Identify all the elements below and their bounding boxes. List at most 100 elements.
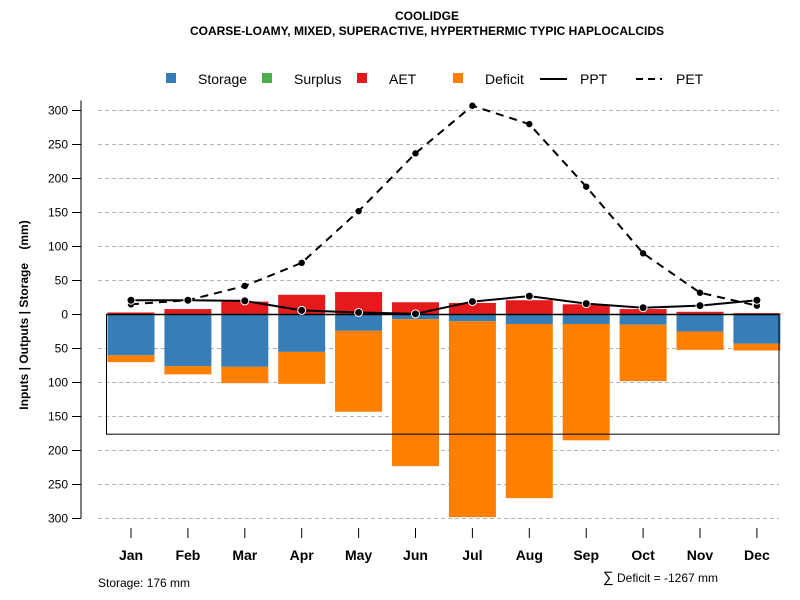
y-tick-label: 100	[48, 376, 68, 390]
y-tick-label: 250	[48, 138, 68, 152]
chart-subtitle: COARSE-LOAMY, MIXED, SUPERACTIVE, HYPERT…	[190, 24, 664, 38]
ppt-point	[354, 307, 364, 317]
pet-point	[298, 259, 305, 267]
deficit-bar	[733, 343, 781, 351]
month-label: Feb	[175, 547, 200, 563]
pet-line	[130, 104, 758, 307]
ppt-point	[752, 295, 762, 305]
aet-bar	[221, 301, 269, 315]
deficit-sum-symbol: ∑	[603, 569, 614, 586]
storage-bar	[619, 314, 667, 325]
y-tick-label: 150	[48, 410, 68, 424]
pet-point	[583, 183, 590, 190]
aet-bar	[107, 312, 155, 315]
pet-point	[469, 102, 476, 109]
chart-title: COOLIDGE	[395, 9, 459, 23]
aet-bar	[278, 294, 326, 315]
storage-bar	[733, 314, 781, 344]
pet-point	[639, 250, 647, 257]
pet-point	[355, 207, 362, 215]
storage-annotation: Storage: 176 mm	[98, 576, 190, 590]
aet-bar	[676, 311, 724, 315]
pet-point	[241, 282, 248, 290]
ppt-point	[183, 295, 193, 305]
aet-bar	[164, 309, 212, 315]
ppt-point	[126, 295, 136, 305]
y-axis-label: Inputs | Outputs | Storage (mm)	[17, 220, 31, 409]
storage-bar	[505, 314, 553, 325]
y-tick-label: 200	[48, 172, 68, 186]
ppt-line	[131, 295, 757, 315]
storage-bar	[221, 314, 269, 367]
month-label: Jan	[119, 547, 143, 563]
ppt-point	[524, 291, 534, 301]
legend-deficit-label: Deficit	[485, 71, 524, 87]
ppt-point	[297, 305, 307, 315]
storage-bar	[676, 314, 724, 332]
storage-bar	[448, 314, 496, 322]
storage-bar	[335, 314, 383, 331]
month-label: Aug	[516, 547, 543, 563]
legend-surplus-swatch	[262, 73, 272, 83]
storage-bar	[562, 314, 610, 325]
bars	[107, 292, 781, 518]
deficit-bar	[164, 366, 212, 375]
aet-bar	[505, 300, 553, 315]
deficit-sum-annotation: Deficit = -1267 mm	[617, 571, 718, 585]
storage-capacity-box	[106, 314, 780, 435]
legend-aet-swatch	[357, 73, 367, 83]
legend-storage-swatch	[166, 73, 176, 83]
storage-bar	[107, 314, 155, 356]
legend-aet-label: AET	[389, 71, 417, 87]
deficit-bar	[392, 319, 439, 467]
deficit-bar	[505, 324, 553, 499]
legend-pet-label: PET	[676, 71, 704, 87]
reference-lines	[106, 313, 780, 435]
month-label: Dec	[744, 547, 770, 563]
month-label: Sep	[573, 547, 599, 563]
deficit-bar	[221, 366, 269, 384]
y-tick-label: 300	[48, 512, 68, 526]
ppt-point	[638, 303, 648, 313]
pet-point	[412, 150, 419, 157]
month-label: Mar	[232, 547, 257, 563]
legend-ppt-label: PPT	[580, 71, 608, 87]
legend-surplus-label: Surplus	[294, 71, 341, 87]
legend-deficit-swatch	[453, 73, 463, 83]
y-tick-label: 100	[48, 240, 68, 254]
aet-bar	[562, 304, 610, 315]
y-tick-label: 250	[48, 478, 68, 492]
y-tick-label: 150	[48, 206, 68, 220]
aet-bar	[335, 292, 383, 315]
y-tick-label: 0	[61, 308, 68, 322]
legend-storage-label: Storage	[198, 71, 247, 87]
ppt-point	[581, 299, 591, 309]
deficit-bar	[619, 324, 667, 382]
deficit-bar	[562, 324, 610, 441]
ppt-point	[240, 296, 250, 306]
deficit-bar	[278, 351, 326, 384]
month-label: May	[345, 547, 372, 563]
ppt-point	[467, 297, 477, 307]
legend: Storage Surplus AET Deficit PPT PET	[166, 71, 704, 87]
y-tick-label: 50	[55, 274, 69, 288]
deficit-bar	[107, 355, 155, 363]
month-label: Jul	[462, 547, 482, 563]
storage-bar	[164, 314, 212, 367]
ppt-point	[411, 309, 420, 319]
month-label: Apr	[290, 547, 315, 563]
pet-point	[696, 289, 704, 296]
series-lines	[126, 102, 762, 319]
y-axis: 300 250 200 150 100 50 0 50 100 150 200 250 300	[48, 100, 82, 526]
month-label: Nov	[687, 547, 714, 563]
deficit-bar	[676, 331, 724, 350]
aet-bar	[448, 302, 496, 315]
deficit-bar	[448, 321, 496, 518]
storage-bar	[278, 314, 326, 352]
y-tick-label: 300	[48, 104, 68, 118]
month-label: Jun	[403, 547, 428, 563]
y-tick-label: 50	[55, 342, 69, 356]
ppt-point	[695, 301, 705, 311]
y-tick-label: 200	[48, 444, 68, 458]
